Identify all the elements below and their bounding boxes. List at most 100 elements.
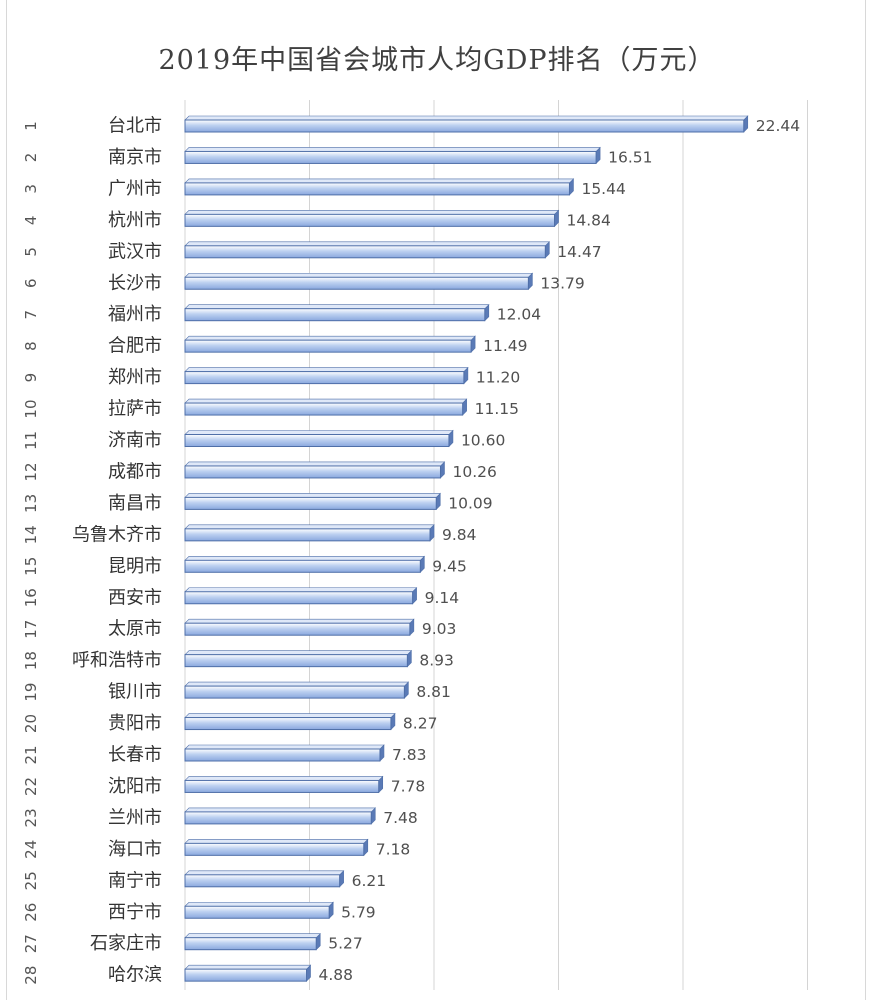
bar-face [184,717,392,731]
category-label: 石家庄市 [90,933,162,954]
bar-top [184,964,312,970]
bar-face [184,182,570,196]
bar-face [184,622,411,636]
category-label: 拉萨市 [108,399,162,420]
bar-top [184,555,426,561]
bar [184,555,426,574]
bar-top [184,618,415,624]
bar [184,178,575,196]
value-label: 7.48 [383,809,418,827]
value-label: 13.79 [540,274,584,292]
bar-top [184,335,476,341]
value-label: 16.51 [608,148,652,166]
rank-label: 3 [22,184,40,194]
bar [184,335,476,353]
category-label: 武汉市 [108,241,162,262]
rank-label: 1 [22,121,40,131]
value-label: 15.44 [581,180,625,198]
category-label: 合肥市 [108,336,162,357]
bar-top [184,241,551,247]
category-label: 兰州市 [108,807,162,828]
bar [184,932,321,951]
rank-label: 18 [22,651,40,670]
bar [184,492,441,511]
bar-top [184,870,345,876]
bar-top [184,115,749,121]
category-label: 福州市 [108,304,162,325]
category-label: 沈阳市 [108,776,162,797]
bar-top [184,524,435,530]
bar-face [184,779,380,793]
value-label: 22.44 [756,117,800,135]
value-label: 14.84 [567,211,611,229]
rank-label: 8 [22,341,40,351]
value-label: 10.60 [461,432,505,450]
chart-title: 2019年中国省会城市人均GDP排名（万元） [158,45,716,76]
bar-face [184,654,408,668]
category-label: 郑州市 [108,367,162,388]
bar-face [184,937,317,951]
category-label: 呼和浩特市 [72,650,162,671]
category-label: 贵阳市 [108,713,162,734]
bar-top [184,744,385,750]
rank-label: 9 [22,373,40,383]
bar-top [184,650,413,655]
value-label: 5.79 [341,903,376,921]
category-label: 西安市 [108,587,162,608]
category-label: 杭州市 [108,210,162,231]
bar [184,901,334,919]
bar-face [184,559,421,573]
value-label: 5.27 [328,935,363,953]
bar-top [184,776,384,781]
rank-label: 27 [22,934,40,953]
bar [184,429,454,448]
bar [184,744,385,762]
rank-label: 28 [22,966,40,985]
category-label: 成都市 [108,461,162,482]
bar-face [184,528,431,542]
bar-face [184,402,464,416]
value-label: 4.88 [319,966,354,984]
bar [184,272,534,290]
bar [184,303,490,322]
bar [184,870,345,888]
value-label: 10.09 [448,494,492,512]
bar-face [184,276,529,290]
bar-face [184,496,437,510]
category-label: 乌鲁木齐市 [72,524,162,545]
bar-face [184,874,341,888]
category-label: 南昌市 [108,493,162,514]
bar-face [184,465,441,479]
bar [184,587,418,605]
category-label: 银川市 [108,682,162,703]
bar-face [184,245,546,259]
bar-top [184,933,321,939]
value-label: 12.04 [497,306,541,324]
bar-top [184,210,560,215]
bar-face [184,748,381,762]
value-label: 8.81 [416,683,451,701]
bar-face [184,213,556,227]
value-label: 9.45 [432,557,467,575]
bar-top [184,430,454,435]
bar [184,618,415,636]
value-label: 7.83 [392,746,427,764]
bar-top [184,398,468,404]
bar-top [184,178,575,184]
bar [184,209,560,228]
bar-top [184,807,376,813]
bar-face [184,308,486,322]
value-label: 8.27 [403,715,438,733]
rank-label: 10 [22,400,40,419]
rank-label: 2 [22,153,40,163]
value-label: 8.93 [419,652,454,670]
rank-label: 13 [22,494,40,513]
value-label: 9.03 [422,620,457,638]
bar [184,241,551,259]
bar-top [184,367,469,372]
bar-top [184,493,441,498]
rank-label: 5 [22,247,40,257]
bar-top [184,901,334,907]
value-label: 14.47 [557,243,601,261]
